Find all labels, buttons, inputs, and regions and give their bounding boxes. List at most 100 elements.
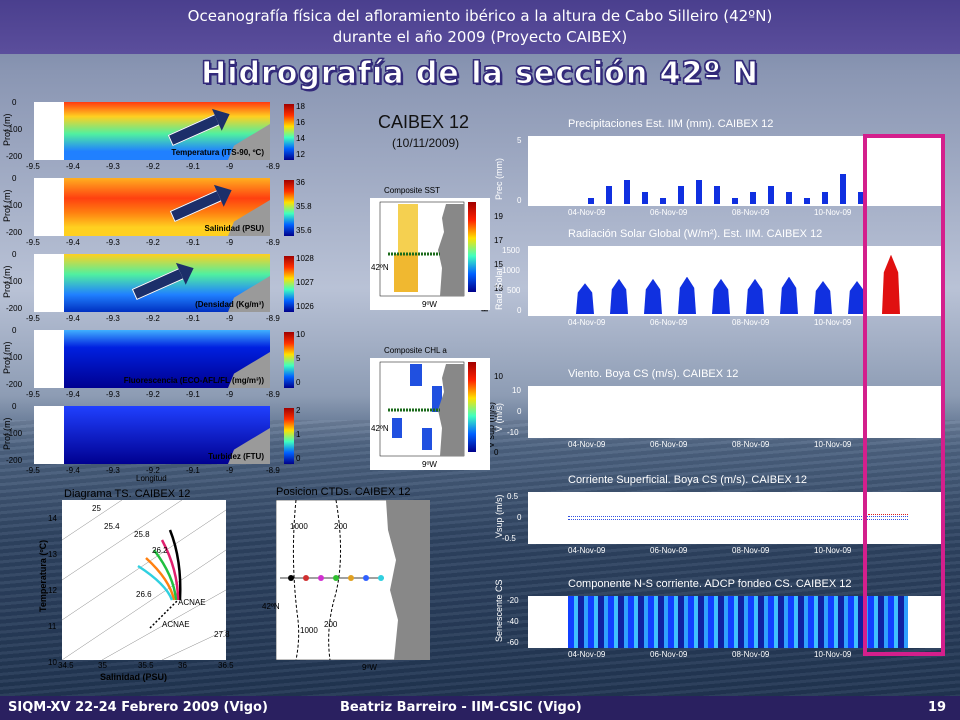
ts-ytick: 10: [48, 658, 57, 667]
sst-cbar-tick: 13: [494, 284, 503, 293]
caibex-date: (10/11/2009): [392, 136, 460, 150]
ctd-lat: 42ºN: [262, 602, 280, 611]
precip-xtick: 06-Nov-09: [650, 208, 688, 217]
adcp-ytick: -20: [507, 596, 519, 605]
solar-ytick: 1500: [502, 246, 520, 255]
ctd-lon: 9ºW: [362, 663, 377, 672]
solar-ytick: 0: [517, 306, 522, 315]
section-panel: Fluorescencia (ECO-AFL/FL (mg/m³)): [34, 330, 270, 388]
header-line-2: durante el año 2009 (Proyecto CAIBEX): [332, 28, 628, 46]
ctd-station-dot: [333, 575, 339, 581]
current-ytick: 0: [517, 513, 522, 522]
section-lon-tick: -9.2: [146, 466, 160, 475]
section-lon-tick: -9.1: [186, 390, 200, 399]
precip-bar: [606, 186, 612, 204]
section-ylabel: Prof (m): [2, 265, 12, 299]
section-lon-tick: -9.5: [26, 162, 40, 171]
section-depth-tick: -200: [6, 304, 23, 313]
ctd-depth-2: 200: [334, 522, 348, 531]
precip-plot: [528, 136, 944, 206]
solar-bar: [848, 281, 866, 314]
section-lon-tick: -8.9: [266, 162, 280, 171]
precip-xtick: 08-Nov-09: [732, 208, 770, 217]
section-label: Temperatura (ITS-90, ºC): [171, 148, 264, 157]
ts-iso-5: 26.6: [136, 590, 152, 599]
chl-lon: 9ºW: [422, 460, 437, 469]
section-lon-tick: -9.4: [66, 390, 80, 399]
ctd-title: Posicion CTDs. CAIBEX 12: [276, 486, 411, 498]
header-line-1: Oceanografía física del afloramiento ibé…: [187, 7, 773, 25]
section-colorbar-tick: 35.6: [296, 226, 312, 235]
footer-bar: SIQM-XV 22-24 Febrero 2009 (Vigo) Beatri…: [0, 696, 960, 720]
solar-bar: [814, 281, 832, 314]
section-lon-tick: -8.9: [266, 390, 280, 399]
solar-ylabel: Rad. Solar: [494, 267, 504, 310]
precip-bar: [822, 192, 828, 204]
precip-bar: [696, 180, 702, 204]
current-xtick: 08-Nov-09: [732, 546, 770, 555]
solar-bar: [712, 278, 730, 314]
sst-title: Composite SST: [384, 186, 441, 195]
section-lon-tick: -9.3: [106, 390, 120, 399]
section-lon-tick: -9.4: [66, 162, 80, 171]
ts-iso-4: 26.2: [152, 546, 168, 555]
wind-plot: [528, 386, 944, 438]
section-depth-tick: -200: [6, 456, 23, 465]
chl-map-panel: Composite CHL a 42ºN 9ºW: [370, 346, 490, 470]
precip-bar: [660, 198, 666, 204]
ts-diagram: [61, 499, 227, 661]
current-ytick: 0.5: [507, 492, 519, 501]
chl-cbar-tick: 10: [494, 372, 503, 381]
section-colorbar-tick: 35.8: [296, 202, 312, 211]
section-colorbar-tick: 5: [296, 354, 301, 363]
section-depth-tick: 0: [12, 174, 17, 183]
section-depth-tick: -100: [6, 201, 23, 210]
ctd-station-dot: [303, 575, 309, 581]
solar-title: Radiación Solar Global (W/m²). Est. IIM.…: [568, 228, 823, 240]
section-lon-tick: -9.4: [66, 238, 80, 247]
section-lon-tick: -9.1: [186, 238, 200, 247]
sst-map-panel: Composite SST 42ºN 9ºW: [370, 186, 490, 310]
section-lon-tick: -9.2: [146, 390, 160, 399]
ts-xtick: 36: [178, 661, 187, 670]
current-trace: [568, 516, 908, 520]
precip-bar: [786, 192, 792, 204]
slide-title: Hidrografía de la sección 42º N: [201, 56, 759, 92]
ts-diagram-panel: Diagrama TS. CAIBEX 12 ACNAE ACNAE 25 25…: [61, 488, 230, 661]
wind-xtick: 06-Nov-09: [650, 440, 688, 449]
section-depth-tick: -200: [6, 152, 23, 161]
sst-cbar-tick: 15: [494, 260, 503, 269]
section-label: Salinidad (PSU): [204, 224, 264, 233]
wind-ytick: -10: [507, 428, 519, 437]
section-depth-tick: -100: [6, 429, 23, 438]
solar-plot: [528, 246, 944, 316]
section-colorbar: [284, 180, 294, 236]
ts-ytick: 11: [48, 622, 57, 631]
section-label: Turbidez (FTU): [208, 452, 264, 461]
section-ylabel: Prof (m): [2, 417, 12, 451]
adcp-plot: [528, 596, 944, 648]
adcp-field: [568, 596, 908, 648]
highlight-box: [863, 134, 945, 656]
ts-iso-2: 25.4: [104, 522, 120, 531]
ctd-map-panel: 1000 200 1000 200: [275, 499, 431, 661]
section-depth-tick: 0: [12, 402, 17, 411]
current-ytick: -0.5: [502, 534, 516, 543]
current-xtick: 06-Nov-09: [650, 546, 688, 555]
current-trace-red: [868, 514, 908, 520]
ts-xlabel: Salinidad (PSU): [100, 672, 168, 682]
section-depth-tick: -100: [6, 353, 23, 362]
section-depth-tick: 0: [12, 98, 17, 107]
section-xlabel: Longitud: [136, 474, 167, 483]
precip-bar: [624, 180, 630, 204]
chl-map: [379, 361, 476, 457]
chl-cbar-tick: 0: [494, 448, 499, 457]
section-colorbar-tick: 0: [296, 378, 301, 387]
wind-ytick: 0: [517, 407, 522, 416]
section-ylabel: Prof (m): [2, 113, 12, 147]
section-lon-tick: -8.9: [266, 314, 280, 323]
section-label: Fluorescencia (ECO-AFL/FL (mg/m³)): [123, 376, 264, 385]
section-lon-tick: -9.5: [26, 314, 40, 323]
section-depth-tick: 0: [12, 250, 17, 259]
wind-xtick: 08-Nov-09: [732, 440, 770, 449]
